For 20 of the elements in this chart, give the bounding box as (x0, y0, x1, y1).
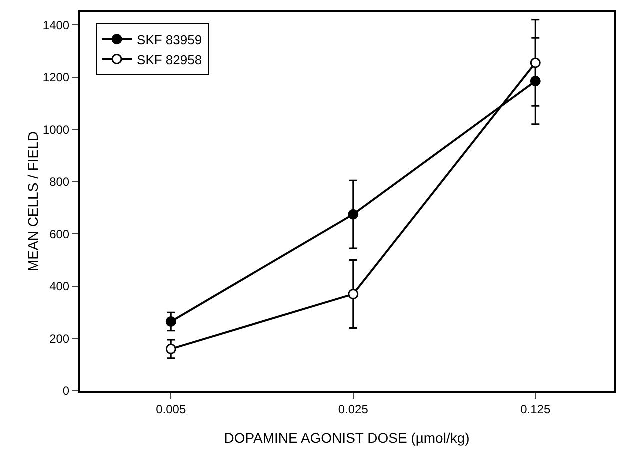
legend-label: SKF 83959 (137, 32, 202, 48)
x-tick-label: 0.025 (338, 402, 369, 416)
y-tick-label: 600 (50, 227, 70, 242)
y-tick-label: 1200 (42, 70, 70, 85)
point (348, 209, 359, 220)
x-tick-label: 0.005 (156, 402, 186, 416)
y-tick-label: 800 (50, 175, 70, 190)
x-tick-label: 0.125 (520, 402, 551, 416)
y-tick-label: 400 (50, 280, 70, 294)
y-tick-label: 200 (50, 332, 70, 346)
point (530, 58, 541, 68)
y-tick-label: 0 (62, 384, 70, 398)
x-axis-title: DOPAMINE AGONIST DOSE (µmol/kg) (224, 430, 470, 446)
y-axis-title: MEAN CELLS / FIELD (24, 131, 41, 272)
legend-label: SKF 82958 (137, 52, 202, 68)
y-tick-label: 1400 (42, 18, 70, 32)
y-tick-label: 1000 (42, 122, 70, 137)
point (348, 289, 359, 300)
point (166, 316, 176, 327)
point (166, 344, 176, 354)
